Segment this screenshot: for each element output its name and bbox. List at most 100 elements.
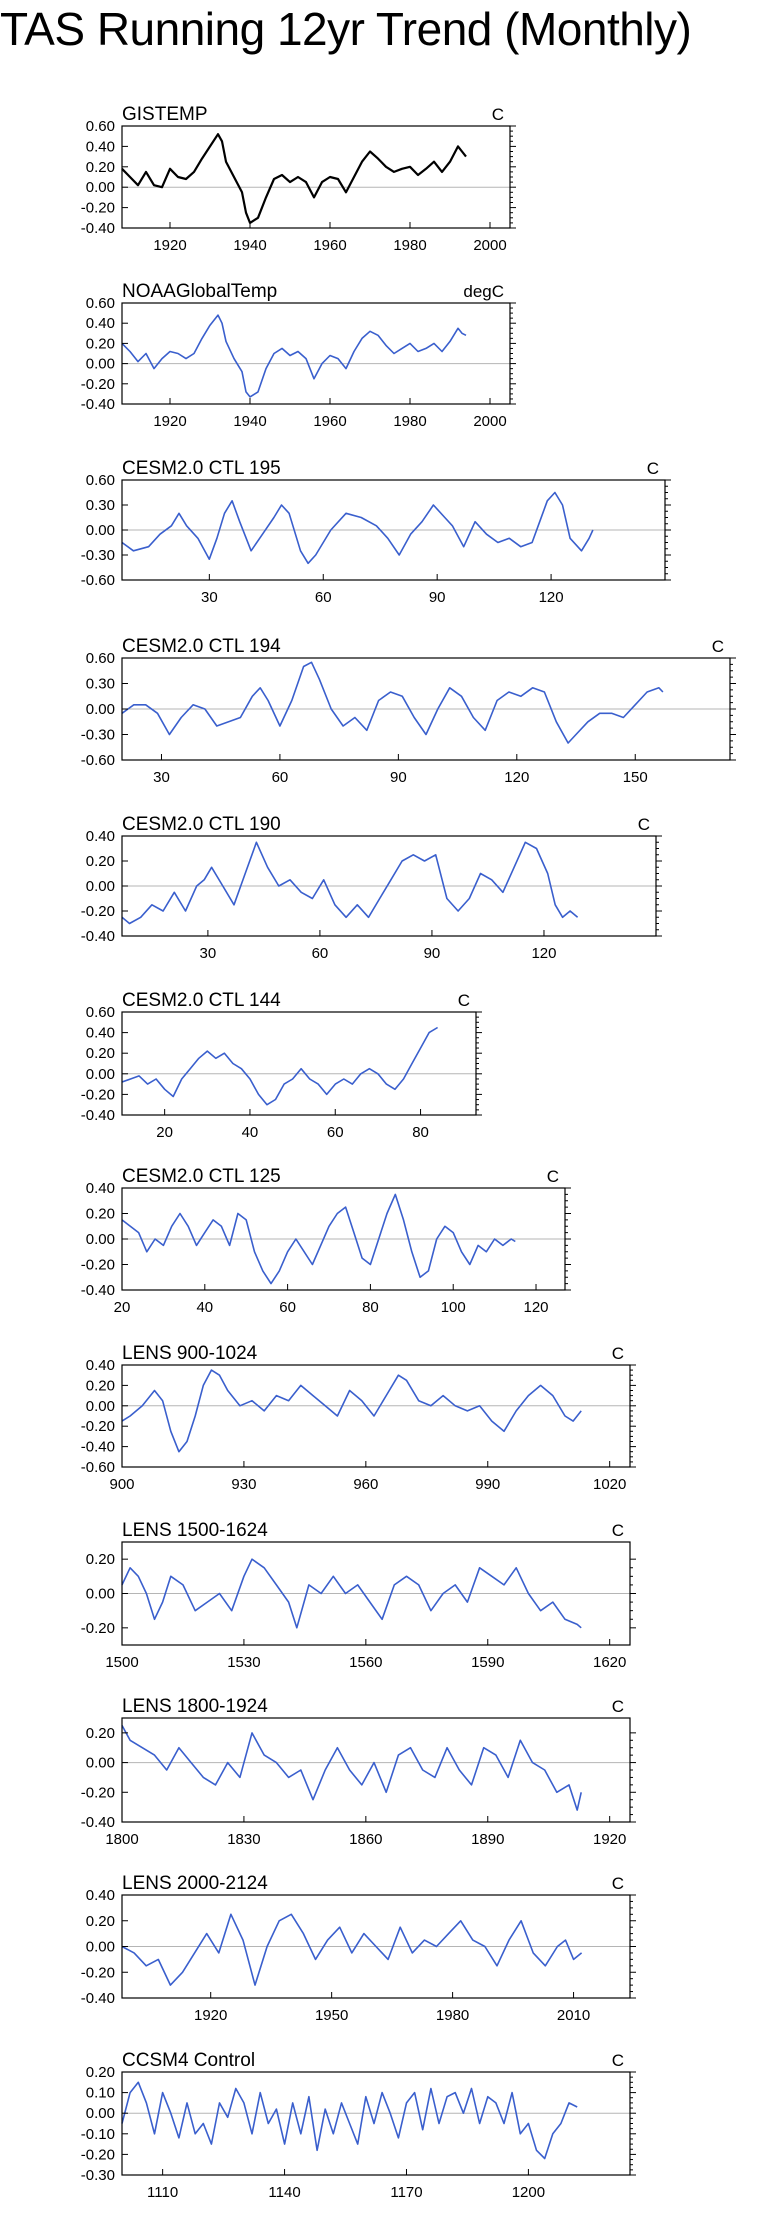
y-tick-label: -0.40 <box>81 1814 115 1831</box>
chart-cesm2-0-ctl-190: -0.40 -0.20 0.00 0.20 0.40 30 60 90 120 CESM2.0 C… <box>81 814 662 962</box>
y-tick-label: -0.10 <box>81 2126 115 2143</box>
unit-label: C <box>547 1167 559 1186</box>
plot-frame <box>121 1364 631 1468</box>
y-tick-label: 0.40 <box>86 138 115 155</box>
y-tick-label: 0.00 <box>86 878 115 895</box>
y-tick-label: 0.40 <box>86 315 115 332</box>
unit-label: C <box>612 1344 624 1363</box>
y-tick-label: 0.40 <box>86 1025 115 1042</box>
chart-title: CESM2.0 CTL 195 <box>122 458 281 479</box>
chart-title: LENS 1500-1624 <box>122 1520 268 1541</box>
y-tick-label: 0.00 <box>86 1939 115 1956</box>
y-tick-label: -0.20 <box>81 903 115 920</box>
y-tick-label: 0.30 <box>86 676 115 693</box>
x-tick-label: 40 <box>242 1124 259 1141</box>
x-tick-label: 2000 <box>473 237 506 254</box>
y-tick-label: 0.00 <box>86 1231 115 1248</box>
chart-title: LENS 2000-2124 <box>122 1873 268 1894</box>
x-tick-label: 1200 <box>512 2184 545 2201</box>
chart-title: LENS 1800-1924 <box>122 1696 268 1717</box>
x-tick-label: 120 <box>531 945 556 962</box>
series-line-lens-900-1024 <box>121 1369 582 1453</box>
y-tick-label: 0.60 <box>86 650 115 667</box>
x-tick-label: 1950 <box>315 2007 348 2024</box>
y-tick-label: -0.20 <box>81 1257 115 1274</box>
chart-cesm2-0-ctl-144: -0.40 -0.20 0.00 0.20 0.40 0.60 20 40 60 80 CESM2.… <box>81 990 482 1141</box>
y-tick-label: 0.20 <box>86 1913 115 1930</box>
x-tick-label: 2000 <box>473 413 506 430</box>
plot-frame <box>121 302 511 405</box>
unit-label: C <box>458 991 470 1010</box>
x-tick-label: 1860 <box>349 1831 382 1848</box>
x-tick-label: 1960 <box>313 237 346 254</box>
x-tick-label: 60 <box>312 945 329 962</box>
y-tick-label: 0.00 <box>86 356 115 373</box>
y-tick-label: 0.20 <box>86 1377 115 1394</box>
y-tick-label: -0.40 <box>81 928 115 945</box>
y-tick-label: -0.30 <box>81 2167 115 2184</box>
x-tick-label: 80 <box>412 1124 429 1141</box>
y-tick-label: 0.20 <box>86 159 115 176</box>
y-tick-label: 0.00 <box>86 179 115 196</box>
plot-frame <box>121 1011 477 1116</box>
chart-lens-1800-1924: -0.40 -0.20 0.00 0.20 1800 1830 1860 1890 1920 LE… <box>81 1696 636 1848</box>
chart-lens-900-1024: -0.60 -0.40 -0.20 0.00 0.20 0.40 900 930 960 990 1… <box>81 1343 636 1493</box>
x-tick-label: 120 <box>539 589 564 606</box>
y-tick-label: 0.10 <box>86 2085 115 2102</box>
y-tick-label: 0.00 <box>86 701 115 718</box>
x-tick-label: 120 <box>524 1299 549 1316</box>
series-line-cesm2-0-ctl-125 <box>121 1193 516 1285</box>
x-tick-label: 1620 <box>593 1654 626 1671</box>
y-tick-label: 0.00 <box>86 1586 115 1603</box>
x-tick-label: 990 <box>475 1476 500 1493</box>
y-tick-label: 0.00 <box>86 2105 115 2122</box>
chart-title: CESM2.0 CTL 190 <box>122 814 281 835</box>
x-tick-label: 90 <box>424 945 441 962</box>
y-tick-label: 0.20 <box>86 1725 115 1742</box>
series-line-noaaglobaltemp <box>121 314 467 398</box>
x-tick-label: 60 <box>279 1299 296 1316</box>
x-tick-label: 1830 <box>227 1831 260 1848</box>
x-tick-label: 1980 <box>393 413 426 430</box>
chart-title: CESM2.0 CTL 144 <box>122 990 281 1011</box>
y-tick-label: 0.00 <box>86 1066 115 1083</box>
y-tick-label: -0.20 <box>81 2146 115 2163</box>
x-tick-label: 150 <box>623 769 648 786</box>
x-tick-label: 1500 <box>105 1654 138 1671</box>
x-tick-label: 60 <box>272 769 289 786</box>
y-tick-label: -0.60 <box>81 752 115 769</box>
y-tick-label: -0.20 <box>81 200 115 217</box>
chart-title: GISTEMP <box>122 104 208 125</box>
series-line-cesm2-0-ctl-194 <box>121 661 664 744</box>
y-tick-label: -0.20 <box>81 1964 115 1981</box>
y-tick-label: -0.40 <box>81 1439 115 1456</box>
plot-frame <box>121 2071 631 2176</box>
series-line-cesm2-0-ctl-144 <box>121 1026 439 1106</box>
unit-label: degC <box>463 282 504 301</box>
y-tick-label: 0.40 <box>86 828 115 845</box>
y-tick-label: 0.60 <box>86 1004 115 1021</box>
y-tick-label: 0.20 <box>86 1206 115 1223</box>
y-tick-label: 0.20 <box>86 1551 115 1568</box>
chart-lens-1500-1624: -0.20 0.00 0.20 1500 1530 1560 1590 1620 LENS 15… <box>81 1520 636 1671</box>
chart-gistemp: -0.40 -0.20 0.00 0.20 0.40 0.60 1920 1940 1960 19… <box>81 104 516 254</box>
y-tick-label: 0.20 <box>86 2064 115 2081</box>
y-tick-label: -0.30 <box>81 727 115 744</box>
x-tick-label: 40 <box>196 1299 213 1316</box>
unit-label: C <box>492 105 504 124</box>
y-tick-label: -0.20 <box>81 1086 115 1103</box>
series-line-ccsm4-control <box>121 2081 578 2160</box>
chart-title: NOAAGlobalTemp <box>122 281 277 302</box>
y-tick-label: 0.00 <box>86 522 115 539</box>
y-tick-label: 0.20 <box>86 853 115 870</box>
y-tick-label: -0.40 <box>81 220 115 237</box>
series-line-lens-1800-1924 <box>121 1725 582 1811</box>
x-tick-label: 1170 <box>390 2184 422 2201</box>
x-tick-label: 1020 <box>593 1476 626 1493</box>
x-tick-label: 1530 <box>227 1654 260 1671</box>
y-tick-label: 0.60 <box>86 118 115 135</box>
y-tick-label: -0.20 <box>81 376 115 393</box>
y-tick-label: 0.20 <box>86 335 115 352</box>
y-tick-label: -0.40 <box>81 1282 115 1299</box>
